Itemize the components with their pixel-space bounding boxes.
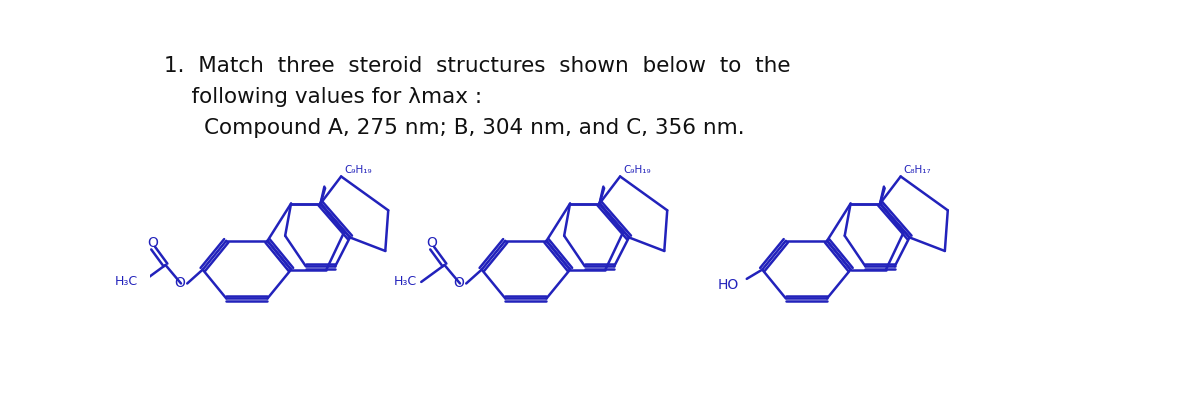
Text: 1.  Match  three  steroid  structures  shown  below  to  the: 1. Match three steroid structures shown … bbox=[164, 56, 791, 76]
Text: C₈H₁₇: C₈H₁₇ bbox=[904, 165, 931, 175]
Text: O: O bbox=[427, 236, 438, 250]
Text: C₉H₁₉: C₉H₁₉ bbox=[344, 165, 372, 175]
Text: O: O bbox=[454, 276, 464, 290]
Text: O: O bbox=[148, 236, 158, 250]
Text: C₉H₁₉: C₉H₁₉ bbox=[623, 165, 650, 175]
Text: H₃C: H₃C bbox=[114, 275, 138, 288]
Text: O: O bbox=[174, 276, 185, 290]
Text: Compound A, 275 nm; B, 304 nm, and C, 356 nm.: Compound A, 275 nm; B, 304 nm, and C, 35… bbox=[204, 118, 745, 138]
Text: H₃C: H₃C bbox=[394, 275, 416, 288]
Text: HO: HO bbox=[718, 278, 739, 292]
Text: following values for λmax :: following values for λmax : bbox=[164, 87, 482, 107]
